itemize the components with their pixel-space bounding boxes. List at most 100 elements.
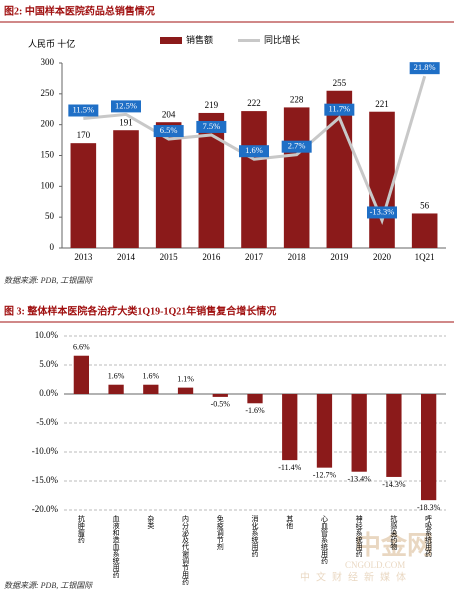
data-label: 1.1% [177, 374, 194, 383]
x-tick-label: 呼吸系统用药 [425, 514, 433, 558]
data-label: 1.6% [108, 372, 125, 381]
y-tick-label: 300 [41, 57, 55, 67]
bar [283, 107, 310, 249]
data-label: 2.7% [288, 141, 306, 151]
x-tick-label: 2013 [74, 252, 93, 262]
bar [155, 122, 182, 248]
data-label: 21.8% [414, 62, 436, 72]
watermark: 中金网 [355, 530, 433, 560]
line [83, 75, 427, 225]
y-tick-label: -20.0% [32, 504, 59, 514]
legend-label: 销售额 [186, 34, 213, 45]
x-tick-label: 心血管系统用药 [320, 515, 328, 565]
y-tick-label: 250 [41, 88, 55, 98]
label-box [153, 125, 184, 138]
chart-title: 图2: 中国样本医院药品总销售情况 [4, 4, 155, 17]
data-label: -18.3% [417, 503, 441, 512]
y-tick-label: 200 [41, 119, 55, 129]
data-label: 1.6% [142, 372, 159, 381]
y-axis-label: 人民币 十亿 [28, 38, 75, 49]
data-label: 228 [290, 94, 304, 104]
bar [282, 394, 298, 461]
x-tick-label: 血液和造血系统用药 [112, 514, 120, 579]
data-label: -14.3% [382, 480, 406, 489]
label-box [68, 104, 99, 117]
x-tick-label: 抗肿瘤药 [77, 514, 85, 544]
chart-title: 图 3: 整体样本医院各治疗大类1Q19-1Q21年销售复合增长情况 [4, 304, 276, 317]
x-tick-label: 抗感染药物 [390, 514, 398, 551]
data-label: 56 [420, 201, 430, 211]
x-tick-label: 2015 [160, 252, 179, 262]
data-label: -12.7% [313, 470, 337, 479]
bar [247, 394, 263, 404]
bar [143, 384, 159, 394]
watermark: CNGOLD.COM [345, 560, 405, 570]
legend-swatch [160, 37, 182, 44]
data-label: 219 [205, 100, 219, 110]
data-label: 11.5% [73, 104, 95, 114]
y-tick-label: -5.0% [36, 417, 58, 427]
data-label: 11.7% [329, 104, 351, 114]
data-label: 6.5% [160, 125, 178, 135]
source: 数据来源: PDB, 工银国际 [4, 276, 93, 285]
data-label: 204 [162, 109, 176, 119]
y-tick-label: -15.0% [32, 475, 59, 485]
x-tick-label: 消化系统用药 [251, 514, 259, 558]
label-box [409, 62, 440, 75]
legend-label: 同比增长 [264, 34, 300, 45]
source: 数据来源: PDB, 工银国际 [4, 581, 93, 590]
y-tick-label: 50 [45, 211, 55, 221]
y-tick-label: -10.0% [32, 446, 59, 456]
data-label: 221 [375, 99, 389, 109]
data-label: 222 [247, 98, 261, 108]
data-label: 6.6% [73, 343, 90, 352]
bar [113, 130, 139, 248]
bar [241, 111, 267, 248]
label-box [367, 206, 397, 219]
label-box [281, 140, 312, 153]
x-tick-label: 免疫调节剂 [216, 514, 224, 551]
bar [386, 394, 402, 477]
x-tick-label: 2019 [330, 252, 349, 262]
data-label: 191 [119, 117, 133, 127]
data-label: -11.4% [278, 463, 301, 472]
bar [73, 355, 90, 394]
y-tick-label: 0 [50, 242, 55, 252]
x-tick-label: 2020 [373, 252, 392, 262]
x-tick-label: 神经系统用药 [355, 514, 363, 558]
x-tick-label: 2014 [117, 252, 136, 262]
data-label: 12.5% [115, 100, 137, 110]
bar [420, 394, 437, 501]
bar [411, 213, 438, 248]
x-tick-label: 1Q21 [415, 252, 435, 262]
x-tick-label: 杂类 [147, 515, 155, 530]
data-label: 7.5% [202, 121, 220, 131]
bar [369, 111, 395, 248]
bar [70, 143, 97, 248]
x-tick-label: 2017 [245, 252, 264, 262]
bar [198, 112, 225, 248]
x-tick-label: 2016 [202, 252, 221, 262]
data-label: -13.3% [370, 206, 395, 216]
bar [351, 394, 367, 472]
y-tick-label: 0.0% [39, 388, 58, 398]
y-tick-label: 5.0% [39, 359, 58, 369]
y-tick-label: 100 [41, 180, 55, 190]
bar [108, 384, 124, 394]
bar [177, 387, 194, 394]
data-label: -13.4% [348, 475, 372, 484]
data-label: 1.6% [245, 145, 263, 155]
x-tick-label: 2018 [288, 252, 307, 262]
label-box [196, 120, 227, 133]
watermark: 中文财经新媒体 [300, 570, 412, 583]
label-box [324, 103, 355, 116]
data-label: 255 [333, 78, 347, 88]
y-tick-label: 10.0% [35, 330, 59, 340]
bar [316, 394, 333, 468]
bar [212, 394, 228, 397]
label-box [111, 100, 141, 113]
data-label: 170 [77, 130, 91, 140]
data-label: -1.6% [245, 406, 265, 415]
data-label: -0.5% [211, 400, 231, 409]
